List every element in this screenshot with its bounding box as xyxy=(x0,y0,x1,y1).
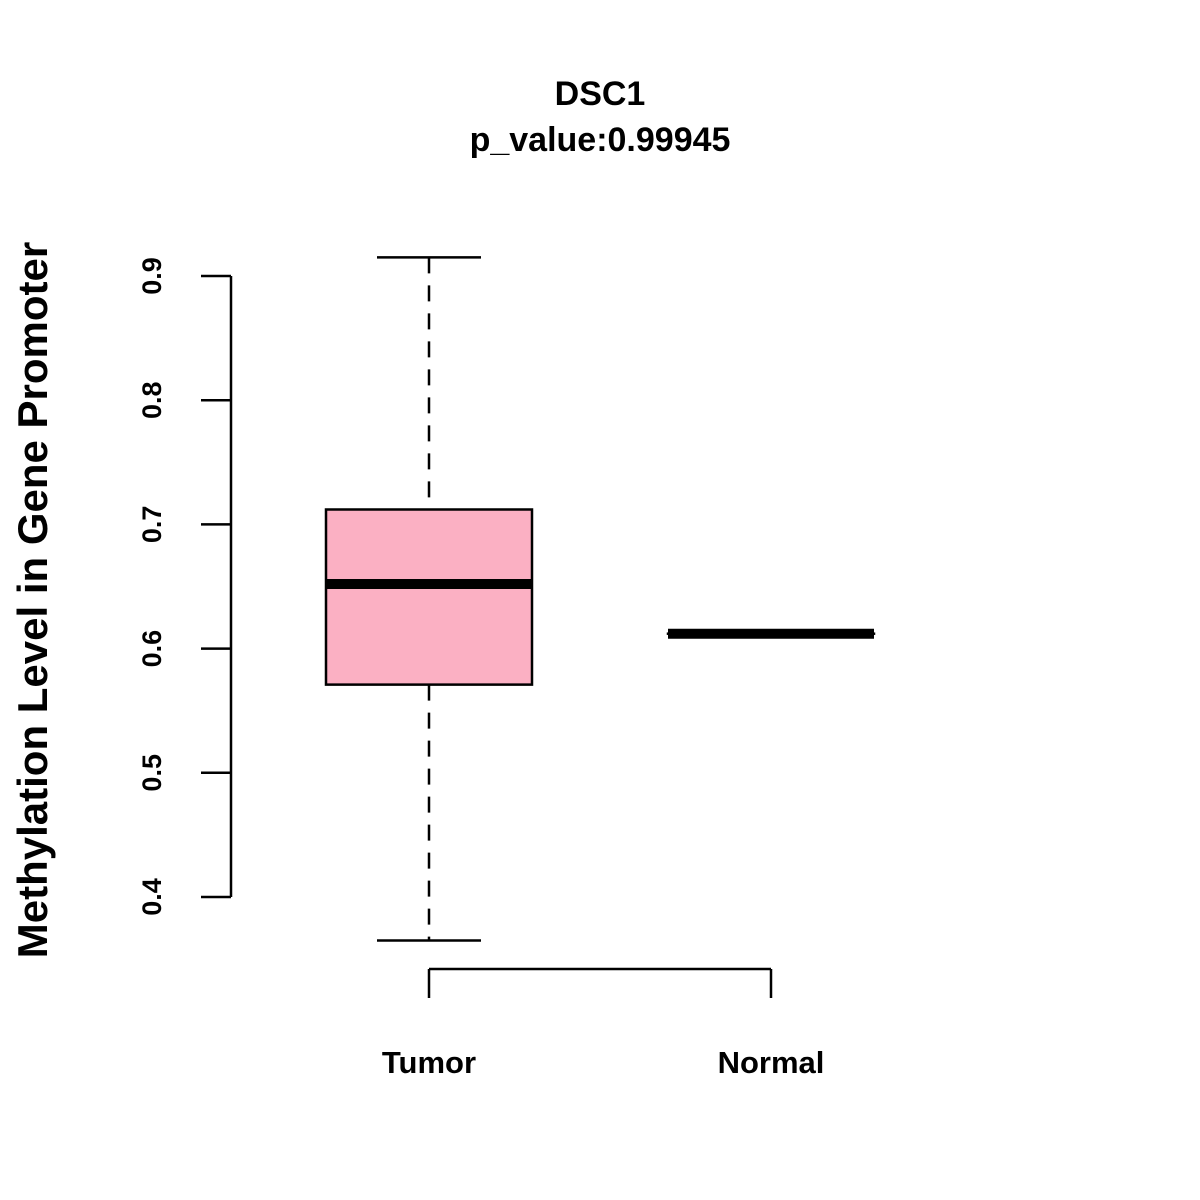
y-tick-label: 0.7 xyxy=(137,506,167,544)
chart-subtitle: p_value:0.99945 xyxy=(470,121,731,159)
y-axis: 0.4 0.5 0.6 0.7 0.8 0.9 xyxy=(137,257,233,916)
chart-title: DSC1 xyxy=(555,75,646,113)
boxes xyxy=(324,256,876,942)
x-tick-label: Normal xyxy=(718,1045,825,1080)
x-axis: Tumor Normal xyxy=(382,967,825,1080)
x-tick-label: Tumor xyxy=(382,1045,476,1080)
y-axis-label: Methylation Level in Gene Promoter xyxy=(9,242,56,958)
y-tick-label: 0.8 xyxy=(137,381,167,419)
y-tick-label: 0.5 xyxy=(137,754,167,792)
y-tick-label: 0.4 xyxy=(137,878,167,916)
y-tick-label: 0.9 xyxy=(137,257,167,295)
box-tumor xyxy=(324,256,534,942)
iqr-box xyxy=(324,508,534,686)
y-tick-label: 0.6 xyxy=(137,630,167,668)
